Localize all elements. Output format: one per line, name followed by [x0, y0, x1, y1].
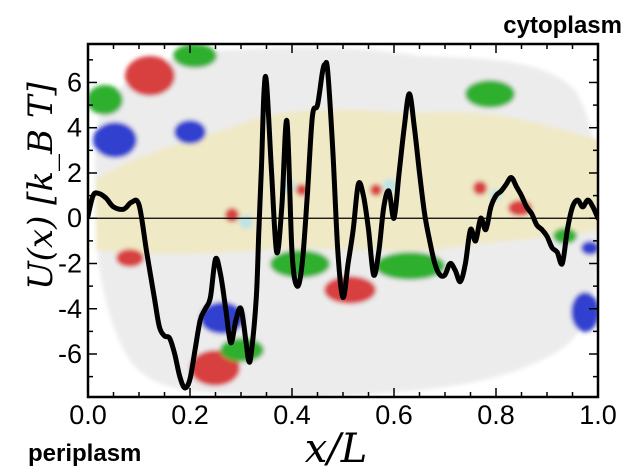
patch-green: [220, 338, 264, 362]
x-axis-title: x/L: [305, 426, 368, 472]
y-tick-label: 6: [67, 67, 82, 97]
cytoplasm-label: cytoplasm: [503, 12, 622, 39]
y-tick-label: 4: [67, 113, 82, 143]
y-tick-label: -4: [58, 294, 82, 324]
patch-blue: [581, 241, 598, 255]
y-tick-label: 0: [67, 203, 82, 233]
x-tick-label: 0.8: [477, 400, 515, 430]
ligand-atom: [473, 181, 487, 195]
ligand-atom: [239, 215, 253, 229]
patch-blue: [174, 120, 206, 144]
patch-green: [88, 85, 123, 115]
patch-green: [173, 44, 217, 68]
protein-surface-image: [88, 44, 598, 397]
patch-red: [324, 276, 376, 304]
patch-red: [116, 249, 144, 267]
x-tick-labels: 0.0 0.2 0.4 0.6 0.8 1.0: [69, 400, 617, 430]
x-tick-label: 0.6: [375, 400, 413, 430]
tick-marks: [87, 44, 599, 397]
y-tick-label: -2: [58, 248, 82, 278]
y-axis-title: U(x) [k_B T]: [21, 81, 61, 290]
x-tick-label: 0.2: [171, 400, 209, 430]
x-tick-label: 1.0: [579, 400, 617, 430]
patch-red: [125, 56, 175, 96]
periplasm-label: periplasm: [28, 440, 141, 467]
x-tick-label: 0.0: [69, 400, 107, 430]
y-tick-label: 2: [67, 158, 82, 188]
patch-green: [375, 252, 445, 280]
x-tick-label: 0.4: [273, 400, 311, 430]
patch-green: [465, 80, 515, 108]
patch-blue: [93, 122, 137, 158]
series-line: [88, 59, 598, 391]
y-tick-labels: 6 4 2 0 -2 -4 -6: [58, 67, 82, 369]
y-tick-label: -6: [58, 339, 82, 369]
patch-blue: [571, 292, 598, 332]
ligand-atom: [225, 208, 239, 222]
ligand-atom: [370, 184, 382, 196]
